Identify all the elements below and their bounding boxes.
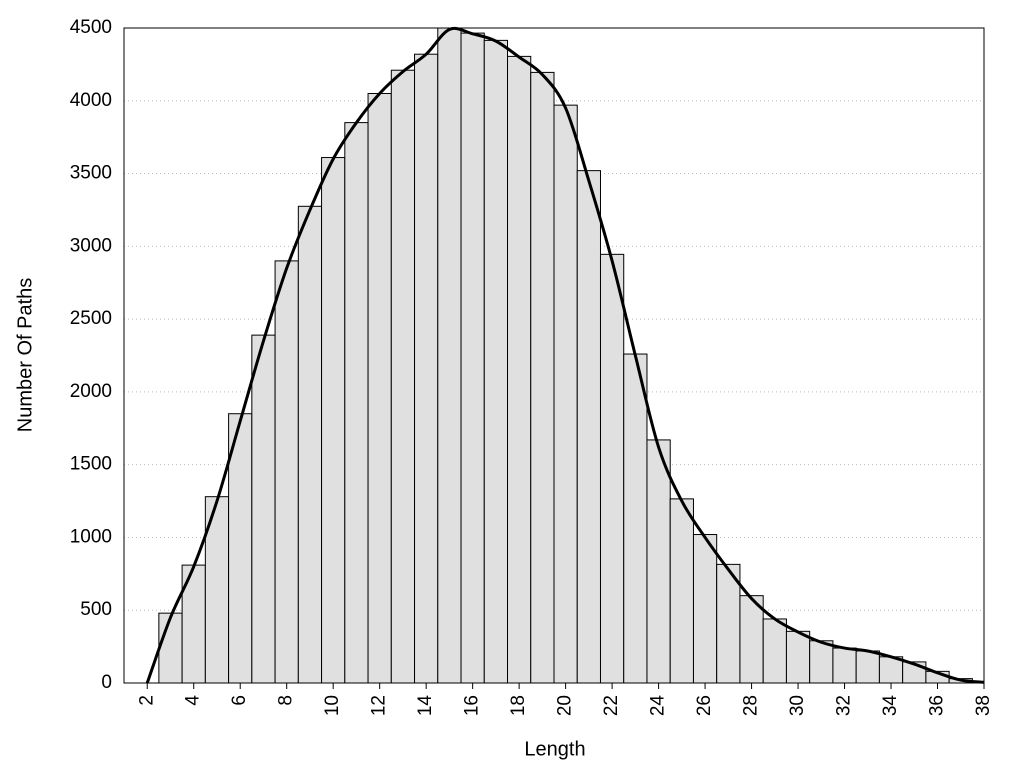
x-tick-label: 36 (927, 695, 948, 716)
bar (809, 640, 834, 684)
bar (530, 71, 555, 684)
bar (762, 618, 787, 684)
x-tick-label: 20 (555, 695, 576, 716)
bar (297, 205, 323, 684)
bar (367, 93, 392, 684)
bar (599, 253, 625, 684)
y-tick-label: 1000 (70, 526, 112, 547)
x-tick-label: 38 (973, 695, 994, 716)
bar (692, 534, 718, 684)
x-tick-label: 12 (369, 695, 390, 716)
x-tick-label: 26 (694, 695, 715, 716)
y-tick-label: 3500 (70, 163, 112, 184)
bar (832, 647, 857, 684)
bar (344, 122, 369, 684)
x-tick-label: 8 (276, 695, 297, 706)
bar (483, 39, 509, 684)
x-tick-label: 16 (462, 695, 483, 716)
bar (576, 170, 601, 684)
bar (855, 650, 880, 684)
y-tick-label: 3000 (70, 235, 112, 256)
bar (274, 260, 299, 684)
bar (251, 334, 276, 684)
x-axis-label: Length (524, 738, 585, 760)
bar (437, 27, 462, 684)
x-tick-label: 22 (601, 695, 622, 716)
x-tick-label: 10 (322, 695, 343, 716)
bar (646, 439, 671, 684)
bar (507, 55, 532, 684)
x-tick-label: 2 (136, 695, 157, 706)
y-tick-label: 2000 (70, 381, 112, 402)
bar (623, 353, 648, 684)
bar (460, 32, 485, 684)
bar (390, 69, 416, 684)
bar (785, 630, 811, 684)
y-tick-label: 1500 (70, 454, 112, 475)
x-tick-label: 4 (183, 695, 204, 706)
bar (158, 612, 183, 684)
bar (669, 498, 694, 684)
bar (414, 53, 439, 684)
x-tick-label: 28 (741, 695, 762, 716)
x-tick-label: 14 (415, 695, 436, 717)
bar (553, 104, 578, 684)
density-curve (145, 26, 985, 684)
x-tick-label: 32 (834, 695, 855, 716)
y-tick-label: 4500 (70, 17, 112, 38)
y-tick-label: 4000 (70, 90, 112, 111)
bar (739, 595, 764, 684)
x-tick-label: 30 (787, 695, 808, 716)
y-axis-label: Number Of Paths (14, 278, 36, 433)
y-tick-label: 2500 (70, 308, 112, 329)
x-tick-label: 24 (648, 695, 669, 717)
x-tick-label: 18 (508, 695, 529, 716)
plot-frame (123, 27, 985, 684)
y-tick-label: 500 (80, 599, 112, 620)
x-tick-label: 6 (229, 695, 250, 706)
y-tick-label: 0 (101, 672, 112, 693)
bar (321, 157, 346, 684)
x-tick-label: 34 (880, 695, 901, 717)
